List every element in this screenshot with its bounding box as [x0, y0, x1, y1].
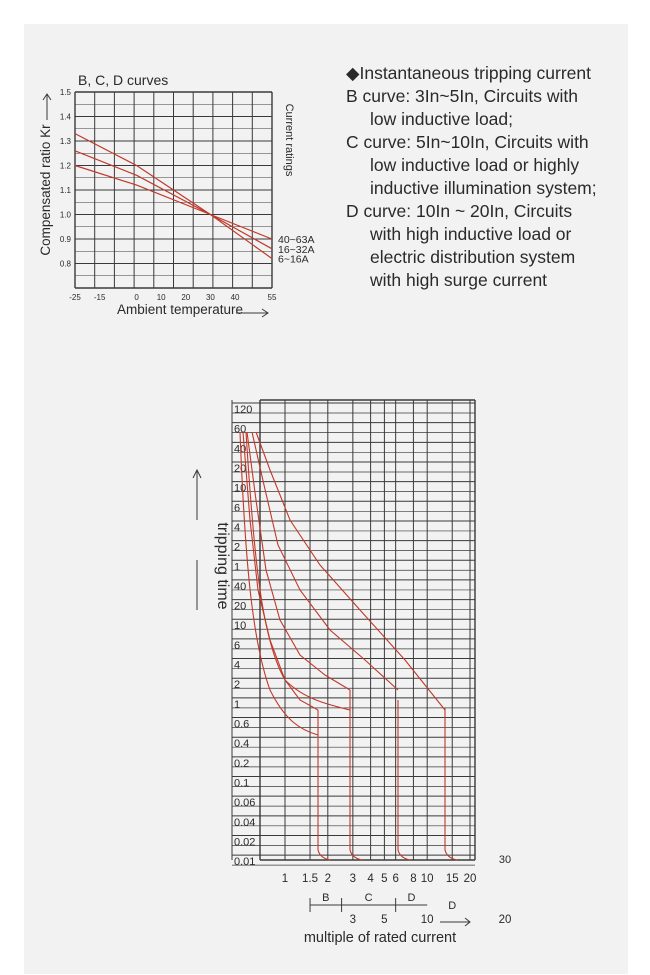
- chart2-x-lower-tick-label: 3: [350, 914, 356, 926]
- chart2-x-lower-tick-label: 10: [421, 914, 434, 926]
- chart2-x-tick-label: 10: [421, 873, 434, 885]
- chart2-instant-drop-2: [349, 690, 363, 861]
- chart2-x-tick-label: 20: [464, 873, 477, 885]
- chart2-x-tick-label: 8: [410, 873, 416, 885]
- description-header: ◆Instantaneous tripping current: [346, 62, 646, 85]
- chart2-y-tick-label: 10: [234, 483, 246, 495]
- chart1-x-arrow-icon: [236, 308, 269, 318]
- chart2-y-arrow-up-icon: [192, 468, 202, 520]
- chart2-y-tick-label: 0.04: [234, 817, 255, 829]
- chart1-y-tick-label: 0.9: [60, 235, 72, 244]
- chart1-x-tick-label: 55: [268, 293, 277, 302]
- chart1-x-tick-label: 20: [181, 293, 190, 302]
- chart2-x-tick-label: 1.5: [302, 873, 318, 885]
- chart2-x-tick-label: 1: [282, 873, 288, 885]
- chart1-y-arrow-icon: [42, 93, 52, 120]
- chart1-x-axis-label: Ambient temperature: [117, 302, 243, 317]
- c-curve-line-1: C curve: 5In~10In, Circuits with: [346, 132, 589, 152]
- chart2-y-tick-label: 0.02: [234, 836, 255, 848]
- chart2-y-tick-label: 6: [234, 640, 240, 652]
- chart2-instant-drop-4: [444, 708, 458, 861]
- chart1-right-label: Current ratings: [283, 104, 295, 177]
- chart2-x-tick-label: 4: [367, 873, 374, 885]
- chart2-y-tick-label: 40: [234, 581, 246, 593]
- chart1-y-tick-label: 1.5: [60, 88, 72, 97]
- chart1-y-tick-label: 1.2: [60, 162, 72, 171]
- chart1-x-tick-label: 10: [157, 293, 166, 302]
- chart1-y-tick-label: 1.0: [60, 211, 72, 220]
- chart2-instant-drop-1: [317, 710, 331, 861]
- chart2-y-tick-label: 2: [234, 679, 240, 691]
- chart2-x-tick-label: 6: [392, 873, 398, 885]
- chart1-y-tick-label: 0.8: [60, 260, 72, 269]
- chart2-x-lower-tick-label: 20: [499, 914, 512, 926]
- chart2-y-tick-label: 0.4: [234, 738, 249, 750]
- c-curve-line-3: inductive illumination system;: [370, 178, 597, 198]
- chart1-y-tick-label: 1.4: [60, 113, 72, 122]
- d-curve-line-4: with high surge current: [370, 270, 548, 290]
- chart2-y-tick-label: 0.06: [234, 797, 255, 809]
- chart1-y-tick-label: 1.1: [60, 186, 72, 195]
- c-curve-line-2: low inductive load or highly: [370, 155, 580, 175]
- chart2-boundary-curve-2: [245, 431, 351, 711]
- chart2-y-tick-label: 0.01: [234, 856, 255, 868]
- chart2-y-tick-label: 0.6: [234, 719, 249, 731]
- d-curve-line-2: with high inductive load or: [370, 224, 572, 244]
- chart2-y-tick-label: 120: [234, 404, 252, 416]
- chart2-y-tick-label: 20: [234, 463, 246, 475]
- chart2-instant-drop-3: [397, 700, 411, 861]
- chart2-y-tick-label: 0.1: [234, 778, 249, 790]
- chart2-y-tick-label: 20: [234, 601, 246, 613]
- chart1-x-tick-label: -15: [94, 293, 106, 302]
- chart1-x-tick-label: 0: [134, 293, 139, 302]
- chart2-tripping-curve-3: [251, 431, 399, 691]
- chart2-band-label-d: D: [448, 900, 456, 912]
- chart2-y-tick-label: 40: [234, 443, 246, 455]
- b-curve-line-1: B curve: 3In~5In, Circuits with: [346, 86, 578, 106]
- chart2-y-tick-label: 0.2: [234, 758, 249, 770]
- chart2-x-extra-label: 30: [499, 854, 511, 866]
- chart1-y-axis-label: Compensated ratio Kr: [38, 124, 53, 256]
- chart2-band-label: C: [365, 892, 373, 904]
- chart2-x-tick-label: 2: [325, 873, 331, 885]
- chart2-x-axis-label: multiple of rated current: [304, 930, 456, 946]
- chart2-y-tick-label: 1: [234, 699, 240, 711]
- chart2-y-tick-label: 1: [234, 561, 240, 573]
- chart2-y-tick-label: 6: [234, 502, 240, 514]
- chart2-y-tick-label: 4: [234, 660, 240, 672]
- d-curve-line-1: D curve: 10In ~ 20In, Circuits: [346, 201, 573, 221]
- chart1-title: B, C, D curves: [78, 72, 168, 88]
- chart1-series-label: 16~32A: [278, 244, 315, 256]
- chart2-tripping-curve-2: [246, 431, 351, 691]
- chart1-series-line-2: [74, 150, 273, 250]
- diamond-bullet-icon: ◆: [346, 63, 360, 83]
- b-curve-line-2: low inductive load;: [370, 109, 513, 129]
- chart2-x-tick-label: 15: [446, 873, 459, 885]
- chart2-x-tick-label: 5: [381, 873, 387, 885]
- chart2-band-label: B: [322, 892, 329, 904]
- chart2-x-arrow-icon: [440, 917, 471, 927]
- chart2-y-tick-label: 2: [234, 542, 240, 554]
- chart2-y-axis-label: tripping time: [214, 522, 231, 609]
- chart2-band-label: D: [407, 892, 415, 904]
- description-header-text: Instantaneous tripping current: [359, 63, 592, 83]
- chart2-x-tick-label: 3: [350, 873, 356, 885]
- chart2-x-lower-tick-label: 5: [381, 914, 387, 926]
- description-block: ◆Instantaneous tripping current B curve:…: [346, 62, 646, 292]
- chart1-series-label: 6~16A: [278, 254, 309, 266]
- chart1-y-tick-label: 1.3: [60, 137, 72, 146]
- chart2-boundary-curve-1: [239, 431, 319, 736]
- chart1-x-tick-label: -25: [69, 293, 81, 302]
- chart1-series-line-1: [74, 164, 273, 240]
- chart2-y-tick-label: 10: [234, 620, 246, 632]
- d-curve-line-3: electric distribution system: [370, 247, 576, 267]
- chart1-x-tick-label: 30: [206, 293, 215, 302]
- chart1-series-line-3: [74, 133, 273, 260]
- chart1-series-label: 40~63A: [278, 234, 315, 246]
- chart2-tripping-curve-4: [255, 431, 446, 711]
- chart1-x-tick-label: 40: [231, 293, 240, 302]
- chart2-y-tick-label: 4: [234, 522, 240, 534]
